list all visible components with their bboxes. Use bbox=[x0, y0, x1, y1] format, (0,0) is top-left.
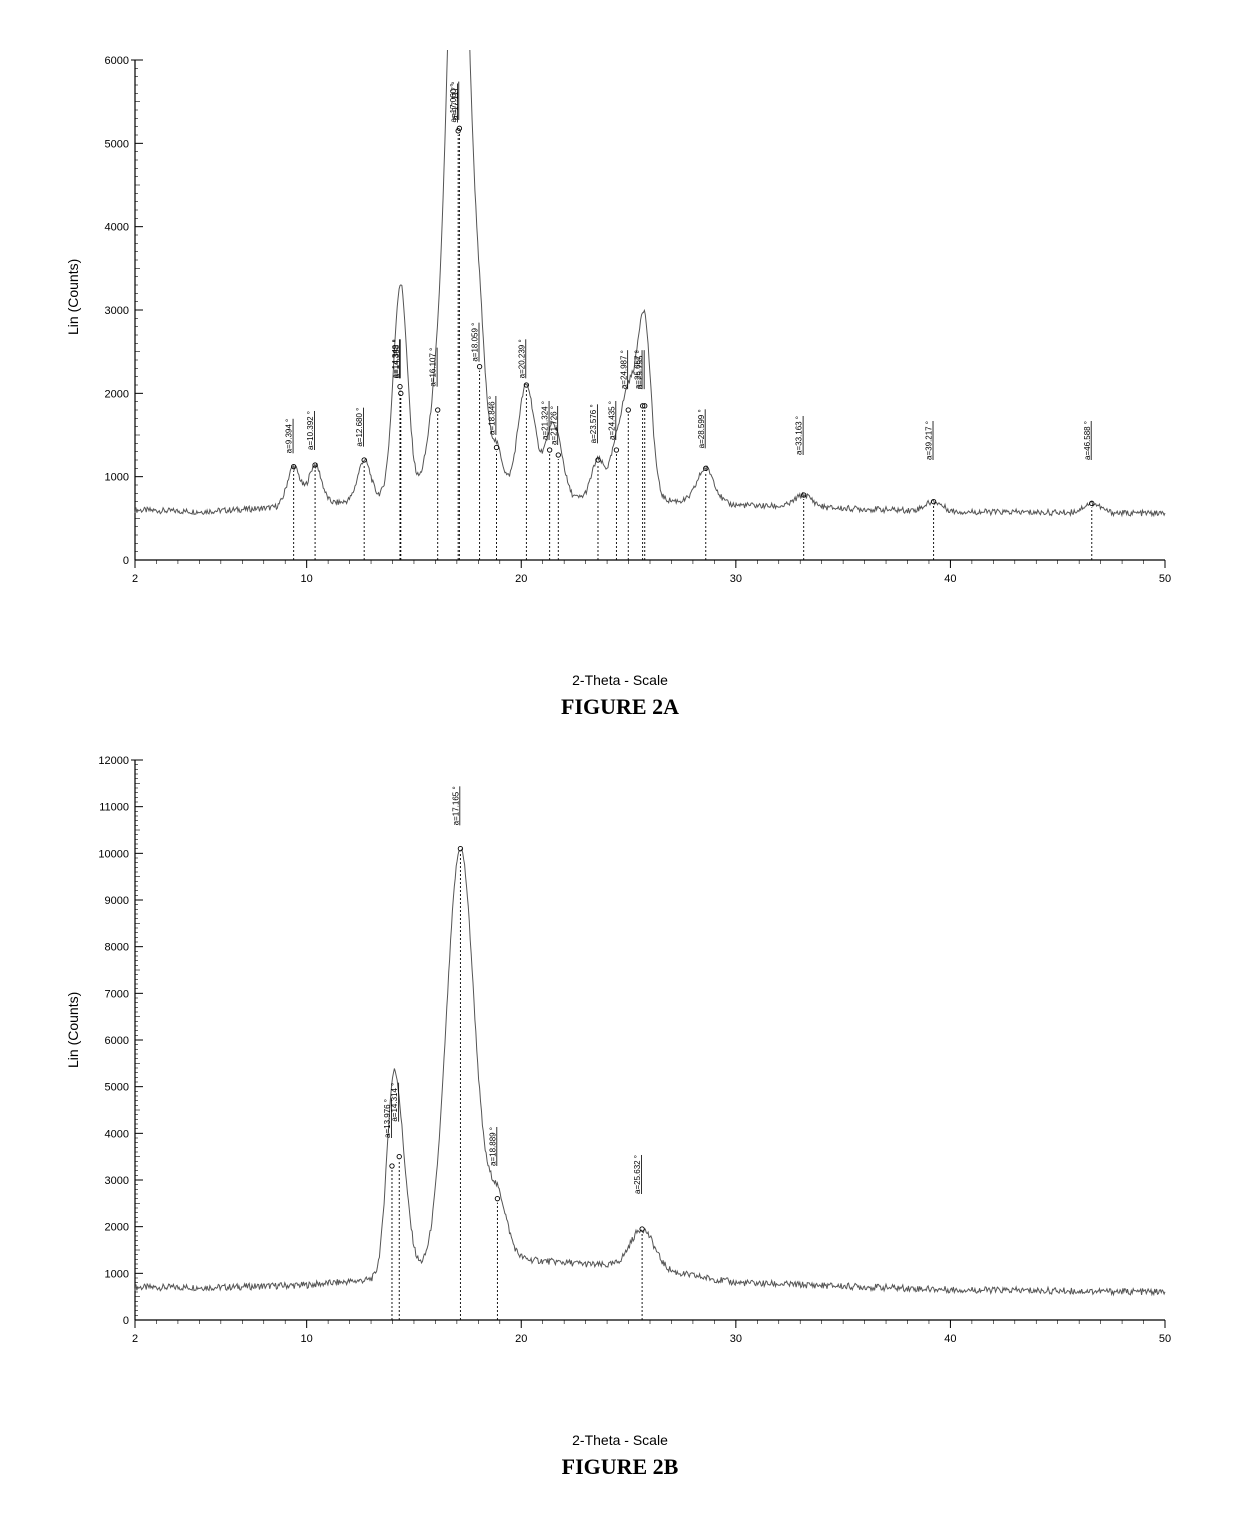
xrd-chart: 0 1000 2000 3000 4000 5000 6000 7000 8000 9000 100… bbox=[60, 750, 1180, 1370]
peak-label: a=18.889 ° bbox=[488, 1127, 497, 1166]
svg-text:4000: 4000 bbox=[105, 222, 129, 234]
peak-label: a=20.239 ° bbox=[517, 339, 526, 378]
y-axis-title: Lin (Counts) bbox=[65, 259, 81, 335]
figure-a-caption: FIGURE 2A bbox=[60, 694, 1180, 720]
svg-text:50: 50 bbox=[1159, 1333, 1171, 1345]
svg-text:8000: 8000 bbox=[105, 942, 129, 954]
svg-text:40: 40 bbox=[944, 1333, 956, 1345]
peak-label: a=24.987 ° bbox=[619, 350, 628, 389]
xrd-panel-b: 0 1000 2000 3000 4000 5000 6000 7000 8000 9000 100… bbox=[60, 750, 1180, 1430]
svg-text:9000: 9000 bbox=[105, 895, 129, 907]
svg-text:4000: 4000 bbox=[105, 1128, 129, 1140]
svg-text:12000: 12000 bbox=[98, 755, 129, 767]
peak-label: a=24.435 ° bbox=[607, 401, 616, 440]
svg-text:30: 30 bbox=[730, 573, 742, 585]
svg-text:20: 20 bbox=[515, 1333, 527, 1345]
svg-text:2000: 2000 bbox=[105, 388, 129, 400]
svg-text:5000: 5000 bbox=[105, 1082, 129, 1094]
peak-label: a=18.059 ° bbox=[471, 323, 480, 362]
svg-text:7000: 7000 bbox=[105, 988, 129, 1000]
peak-label: a=18.846 ° bbox=[487, 396, 496, 435]
svg-text:3000: 3000 bbox=[105, 305, 129, 317]
svg-text:11000: 11000 bbox=[99, 802, 129, 814]
svg-text:30: 30 bbox=[730, 1333, 742, 1345]
y-axis-title: Lin (Counts) bbox=[65, 992, 81, 1068]
peak-label: a=23.576 ° bbox=[589, 404, 598, 443]
peak-label: a=46.588 ° bbox=[1083, 421, 1092, 460]
svg-text:40: 40 bbox=[944, 573, 956, 585]
peak-label: a=12.680 ° bbox=[355, 408, 364, 447]
peak-label: a=17.117 ° bbox=[450, 82, 459, 120]
peak-label: a=28.599 ° bbox=[697, 409, 706, 448]
peak-label: a=25.632 ° bbox=[633, 1155, 642, 1194]
xrd-panel-a: 0 1000 2000 3000 4000 5000 6000 2 10 20 30 40 50 a=9.… bbox=[60, 50, 1180, 670]
xrd-chart: 0 1000 2000 3000 4000 5000 6000 2 10 20 30 40 50 a=9.… bbox=[60, 50, 1180, 610]
svg-text:10: 10 bbox=[301, 573, 313, 585]
peak-label: a=14.388 ° bbox=[392, 339, 401, 378]
svg-text:20: 20 bbox=[515, 573, 527, 585]
peak-label: a=33.163 ° bbox=[795, 416, 804, 455]
peak-label: a=21.726 ° bbox=[549, 406, 558, 445]
svg-text:6000: 6000 bbox=[105, 1035, 129, 1047]
figure-b-caption: FIGURE 2B bbox=[60, 1454, 1180, 1480]
svg-text:1000: 1000 bbox=[105, 472, 129, 484]
svg-text:2: 2 bbox=[132, 1333, 138, 1345]
peak-label: a=14.314 ° bbox=[390, 1083, 399, 1122]
peak-label: a=10.392 ° bbox=[306, 411, 315, 450]
peak-label: a=39.217 ° bbox=[925, 421, 934, 460]
peak-label: a=25.755 ° bbox=[636, 350, 645, 389]
svg-text:10000: 10000 bbox=[98, 848, 129, 860]
figure-a-xaxis-title: 2-Theta - Scale bbox=[60, 672, 1180, 688]
peak-label: a=16.107 ° bbox=[429, 348, 438, 387]
svg-text:1000: 1000 bbox=[105, 1268, 129, 1280]
figure-b-xaxis-title: 2-Theta - Scale bbox=[60, 1432, 1180, 1448]
svg-text:2: 2 bbox=[132, 573, 138, 585]
svg-text:0: 0 bbox=[123, 1315, 129, 1327]
svg-text:5000: 5000 bbox=[105, 138, 129, 150]
peak-label: a=17.165 ° bbox=[451, 786, 460, 825]
svg-text:50: 50 bbox=[1159, 573, 1171, 585]
svg-text:0: 0 bbox=[123, 555, 129, 567]
peak-label: a=9.394 ° bbox=[285, 419, 294, 454]
svg-text:10: 10 bbox=[301, 1333, 313, 1345]
svg-text:6000: 6000 bbox=[105, 55, 129, 67]
svg-text:3000: 3000 bbox=[105, 1175, 129, 1187]
svg-text:2000: 2000 bbox=[105, 1222, 129, 1234]
